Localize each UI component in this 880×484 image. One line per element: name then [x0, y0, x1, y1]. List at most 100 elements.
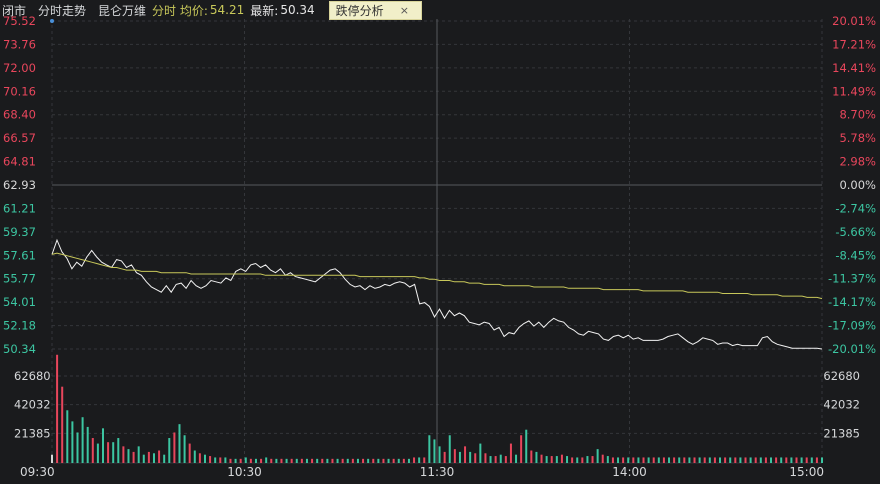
- volume-bar: [438, 446, 441, 463]
- volume-bar: [219, 457, 222, 463]
- volume-bar: [601, 454, 604, 463]
- volume-bar: [759, 457, 762, 463]
- volume-bar: [734, 457, 737, 463]
- time-tick-label: 15:00: [789, 465, 824, 479]
- volume-bar: [662, 457, 665, 463]
- volume-bar: [719, 457, 722, 463]
- limit-down-analysis-button[interactable]: 跌停分析 ×: [328, 0, 422, 20]
- volume-bar: [821, 457, 823, 463]
- volume-bar: [652, 457, 655, 463]
- volume-bar: [785, 457, 788, 463]
- volume-bar: [249, 458, 252, 463]
- volume-tick-label: 21385: [14, 426, 51, 440]
- volume-bar: [76, 432, 79, 463]
- price-tick-label: 64.81: [3, 155, 36, 169]
- volume-bar: [275, 458, 278, 463]
- avg-value: 54.21: [209, 3, 245, 17]
- price-tick-label: 50.34: [3, 342, 36, 356]
- volume-bar: [764, 457, 767, 463]
- price-tick-label: 68.40: [3, 108, 36, 122]
- volume-bar: [749, 457, 752, 463]
- volume-bar: [647, 457, 650, 463]
- volume-bar: [270, 458, 273, 463]
- volume-bar: [209, 456, 212, 463]
- volume-bar: [815, 457, 818, 463]
- volume-bar: [142, 454, 145, 463]
- volume-bar: [163, 454, 166, 463]
- volume-bar: [61, 386, 64, 463]
- volume-bar: [632, 457, 635, 463]
- volume-bar: [606, 456, 609, 463]
- volume-bar: [428, 435, 431, 463]
- volume-bar: [790, 457, 793, 463]
- volume-bar: [458, 451, 461, 463]
- price-tick-label: 72.00: [3, 61, 36, 75]
- volume-bar: [127, 449, 130, 463]
- volume-bar: [413, 457, 416, 463]
- price-tick-label: 52.18: [3, 319, 36, 333]
- volume-bar: [703, 457, 706, 463]
- avg-label: 分时 均价:: [152, 3, 208, 18]
- volume-bar: [780, 457, 783, 463]
- percent-tick-label: -17.09%: [828, 319, 876, 333]
- volume-tick-label: 21385: [823, 426, 860, 440]
- volume-bar: [479, 443, 482, 463]
- view-title[interactable]: 分时走势: [38, 3, 87, 18]
- volume-bar: [800, 457, 803, 463]
- volume-bar: [770, 457, 773, 463]
- price-tick-label: 54.01: [3, 295, 36, 309]
- volume-bar: [617, 457, 620, 463]
- volume-bar: [724, 457, 727, 463]
- volume-bar: [86, 426, 89, 463]
- volume-bar: [805, 457, 808, 463]
- volume-tick-label: 62680: [14, 369, 51, 383]
- volume-bar: [336, 458, 339, 463]
- price-tick-label: 55.77: [3, 272, 36, 286]
- time-tick-label: 10:30: [227, 465, 262, 479]
- volume-bar: [397, 458, 400, 463]
- price-tick-label: 62.93: [3, 178, 36, 192]
- price-tick-label: 70.16: [3, 84, 36, 98]
- volume-bar: [239, 458, 242, 463]
- volume-bar: [688, 457, 691, 463]
- volume-bar: [525, 429, 528, 463]
- volume-bar: [173, 432, 176, 463]
- percent-tick-label: -2.74%: [835, 201, 876, 215]
- volume-bar: [627, 457, 630, 463]
- volume-bar: [341, 458, 344, 463]
- volume-tick-label: 42032: [823, 398, 860, 412]
- volume-bar: [448, 435, 451, 463]
- axis-labels: 75.52 20.01% 73.76 17.21% 72.00 14.41% 70.16 11…: [3, 14, 876, 479]
- volume-bar: [66, 410, 69, 463]
- volume-bar: [265, 457, 268, 463]
- volume-bar: [132, 451, 135, 463]
- volume-bar: [509, 443, 512, 463]
- volume-bar: [433, 439, 436, 463]
- volume-bar: [499, 454, 502, 463]
- volume-bar: [305, 458, 308, 463]
- volume-bar: [571, 457, 574, 463]
- volume-bar: [698, 457, 701, 463]
- stock-name: 昆仑万维: [98, 3, 147, 18]
- analysis-button-label: 跌停分析: [335, 3, 384, 18]
- volume-bar: [713, 457, 716, 463]
- percent-tick-label: -14.17%: [828, 295, 876, 309]
- last-value: 50.34: [280, 3, 315, 17]
- volume-bar: [443, 451, 446, 463]
- volume-bar: [387, 458, 390, 463]
- volume-bar: [683, 457, 686, 463]
- close-icon[interactable]: ×: [399, 3, 409, 17]
- volume-bar: [107, 442, 110, 463]
- volume-bar: [555, 456, 558, 463]
- volume-bar: [494, 456, 497, 463]
- volume-bar: [576, 457, 579, 463]
- time-tick-label: 14:00: [612, 465, 647, 479]
- price-lines: [50, 19, 823, 350]
- volume-bar: [673, 457, 676, 463]
- volume-bar: [158, 450, 161, 463]
- volume-bar: [642, 457, 645, 463]
- volume-bar: [708, 457, 711, 463]
- last-label: 最新:: [250, 3, 279, 18]
- percent-tick-label: 2.98%: [839, 155, 876, 169]
